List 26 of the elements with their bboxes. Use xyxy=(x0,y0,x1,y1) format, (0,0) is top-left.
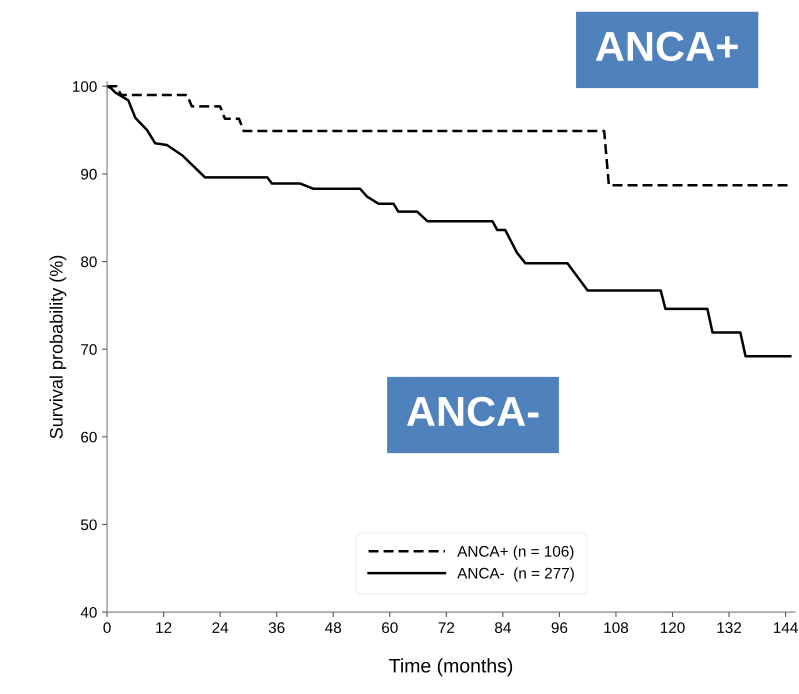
y-axis-title: Survival probability (%) xyxy=(49,256,66,438)
x-tick-label: 84 xyxy=(495,622,511,634)
x-tick-label: 144 xyxy=(774,622,798,633)
y-tick-label: 90 xyxy=(81,168,97,180)
text: ANCA+ xyxy=(596,32,738,62)
y-tick-label: 100 xyxy=(73,81,97,92)
y-tick-label: 40 xyxy=(80,606,97,618)
x-axis-title: Time (months) xyxy=(389,658,512,676)
y-tick-label: 50 xyxy=(80,519,97,530)
y-tick-label: 70 xyxy=(81,344,97,355)
y-tick-label: 80 xyxy=(81,256,97,268)
x-tick-label: 60 xyxy=(382,622,398,634)
legend-label: ANCA- (n = 277) xyxy=(457,567,574,582)
x-tick-label: 12 xyxy=(156,622,172,633)
x-tick-label: 132 xyxy=(717,622,742,634)
x-tick-label: 108 xyxy=(604,622,628,634)
x-tick-label: 96 xyxy=(552,622,568,634)
y-tick-label: 60 xyxy=(81,432,97,443)
x-tick-label: 48 xyxy=(325,622,342,634)
annotation: ANCA- xyxy=(406,396,538,426)
x-tick-label: 0 xyxy=(103,622,111,634)
legend-label: ANCA+ (n = 106) xyxy=(457,546,574,560)
x-tick-label: 36 xyxy=(268,622,285,634)
x-tick-label: 120 xyxy=(660,622,685,634)
x-tick-label: 72 xyxy=(438,622,454,633)
x-tick-label: 24 xyxy=(212,622,228,633)
